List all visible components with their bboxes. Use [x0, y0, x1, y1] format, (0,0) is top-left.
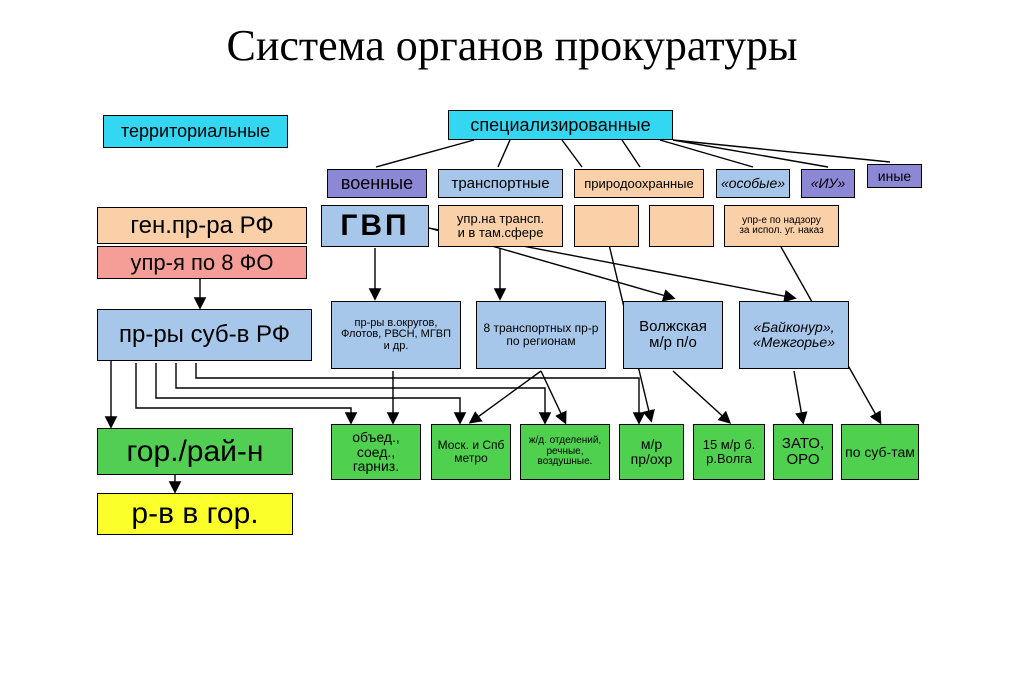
node-territ: территориальные	[103, 115, 288, 148]
node-prvokr: пр-ры в.округов, Флотов, РВСН, МГВП и др…	[331, 301, 461, 369]
node-spec: специализированные	[448, 110, 673, 140]
node-obed: объед., соед., гарниз.	[331, 424, 421, 480]
edge	[471, 371, 541, 422]
node-special: «особые»	[716, 169, 790, 198]
node-uprnadzor: упр-е по надзору за испол. уг. наказ	[724, 205, 839, 247]
edge	[622, 140, 640, 167]
node-other: иные	[867, 164, 922, 188]
node-mosk: Моск. и Спб метро	[431, 424, 511, 480]
node-trans8: 8 транспортных пр-р по регионам	[476, 301, 606, 369]
edge	[136, 363, 351, 422]
node-rvvgor: р-в в гор.	[97, 493, 293, 535]
node-zato: ЗАТО, ОРО	[773, 424, 833, 480]
node-blank1	[574, 205, 639, 247]
node-transport: транспортные	[438, 169, 563, 198]
edge	[498, 140, 510, 167]
node-military: военные	[327, 169, 427, 198]
node-genpr: ген.пр-ра РФ	[97, 207, 307, 244]
edge	[541, 371, 565, 422]
diagram-title: Система органов прокуратуры	[0, 20, 1024, 71]
node-upr8fo: упр-я по 8 ФО	[97, 246, 307, 279]
node-iu: «ИУ»	[801, 169, 855, 198]
edge	[176, 363, 545, 422]
edge	[196, 363, 639, 422]
edge	[660, 140, 753, 167]
node-baikonur: «Байконур», «Межгорье»	[739, 301, 849, 369]
node-uprtrans: упр.на трансп. и в там.сфере	[438, 205, 563, 247]
edge	[794, 371, 803, 422]
edge	[156, 363, 460, 422]
edge	[673, 371, 729, 422]
edge	[673, 140, 890, 162]
node-zhd: ж/д. отделений, речные, воздушные.	[520, 424, 610, 480]
edge	[376, 140, 474, 167]
node-nature: природоохранные	[574, 169, 704, 198]
node-volga: Волжская м/р п/о	[623, 301, 723, 369]
node-mrprohr: м/р пр/охр	[619, 424, 684, 480]
node-prsub: пр-ры суб-в РФ	[97, 309, 312, 361]
node-blank2	[649, 205, 714, 247]
node-gorrai: гор./рай-н	[97, 428, 293, 475]
edge	[673, 140, 828, 167]
node-fifteen: 15 м/р б. р.Волга	[693, 424, 765, 480]
node-posubtam: по суб-там	[841, 424, 919, 480]
edge	[562, 140, 582, 167]
node-gvp: ГВП	[321, 205, 429, 247]
